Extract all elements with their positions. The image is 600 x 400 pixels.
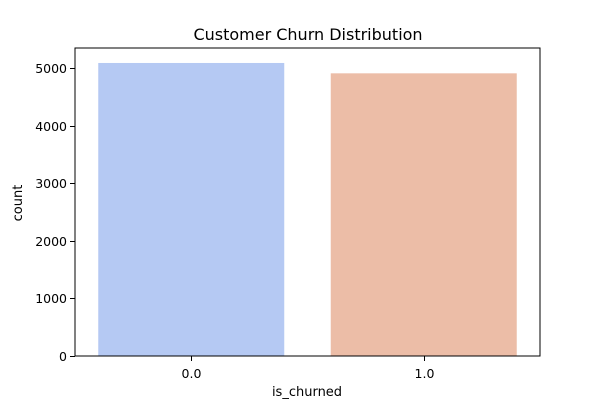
bar-1.0 bbox=[330, 73, 517, 356]
x-tick-label: 0.0 bbox=[182, 366, 202, 381]
x-tick-label: 1.0 bbox=[415, 366, 435, 381]
x-axis-label: is_churned bbox=[272, 385, 342, 400]
y-tick-label: 5000 bbox=[35, 61, 67, 76]
y-tick-label: 4000 bbox=[35, 119, 67, 134]
x-axis-ticks: 0.0 1.0 bbox=[182, 356, 435, 381]
y-tick-label: 0 bbox=[59, 349, 67, 364]
y-axis-ticks: 0 1000 2000 3000 4000 5000 bbox=[35, 61, 75, 364]
plot-frame bbox=[74, 47, 541, 357]
bars-group bbox=[98, 62, 517, 356]
bar-0.0 bbox=[98, 62, 285, 356]
y-axis-label: count bbox=[11, 185, 26, 222]
y-tick-label: 1000 bbox=[35, 291, 67, 306]
y-tick-label: 2000 bbox=[35, 234, 67, 249]
chart-title: Customer Churn Distribution bbox=[193, 25, 422, 44]
y-tick-label: 3000 bbox=[35, 176, 67, 191]
